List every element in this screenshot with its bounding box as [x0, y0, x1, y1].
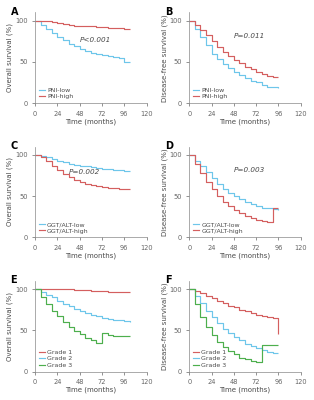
Text: A: A	[11, 7, 18, 17]
X-axis label: Time (months): Time (months)	[219, 386, 271, 393]
Text: F: F	[165, 276, 171, 286]
X-axis label: Time (months): Time (months)	[65, 118, 116, 124]
Text: P=0.003: P=0.003	[234, 167, 265, 173]
Text: E: E	[11, 276, 17, 286]
Y-axis label: Disease-free survival (%): Disease-free survival (%)	[161, 282, 168, 370]
Legend: GGT/ALT-low, GGT/ALT-high: GGT/ALT-low, GGT/ALT-high	[192, 221, 243, 234]
Legend: PNI-low, PNI-high: PNI-low, PNI-high	[192, 87, 228, 100]
Text: P<0.001: P<0.001	[80, 37, 111, 43]
Text: D: D	[165, 141, 173, 151]
Text: C: C	[11, 141, 18, 151]
Legend: Grade 1, Grade 2, Grade 3: Grade 1, Grade 2, Grade 3	[192, 349, 227, 368]
Y-axis label: Overall survival (%): Overall survival (%)	[7, 292, 14, 361]
X-axis label: Time (months): Time (months)	[65, 252, 116, 259]
X-axis label: Time (months): Time (months)	[219, 118, 271, 124]
Text: P=0.011: P=0.011	[234, 33, 265, 39]
Legend: Grade 1, Grade 2, Grade 3: Grade 1, Grade 2, Grade 3	[38, 349, 73, 368]
Text: B: B	[165, 7, 172, 17]
Y-axis label: Disease-free survival (%): Disease-free survival (%)	[161, 14, 168, 102]
Y-axis label: Overall survival (%): Overall survival (%)	[7, 158, 14, 226]
Text: P=0.002: P=0.002	[68, 170, 100, 176]
Y-axis label: Overall survival (%): Overall survival (%)	[7, 23, 14, 92]
X-axis label: Time (months): Time (months)	[219, 252, 271, 259]
Legend: GGT/ALT-low, GGT/ALT-high: GGT/ALT-low, GGT/ALT-high	[38, 221, 89, 234]
Legend: PNI-low, PNI-high: PNI-low, PNI-high	[38, 87, 74, 100]
Y-axis label: Disease-free survival (%): Disease-free survival (%)	[161, 148, 168, 236]
X-axis label: Time (months): Time (months)	[65, 386, 116, 393]
